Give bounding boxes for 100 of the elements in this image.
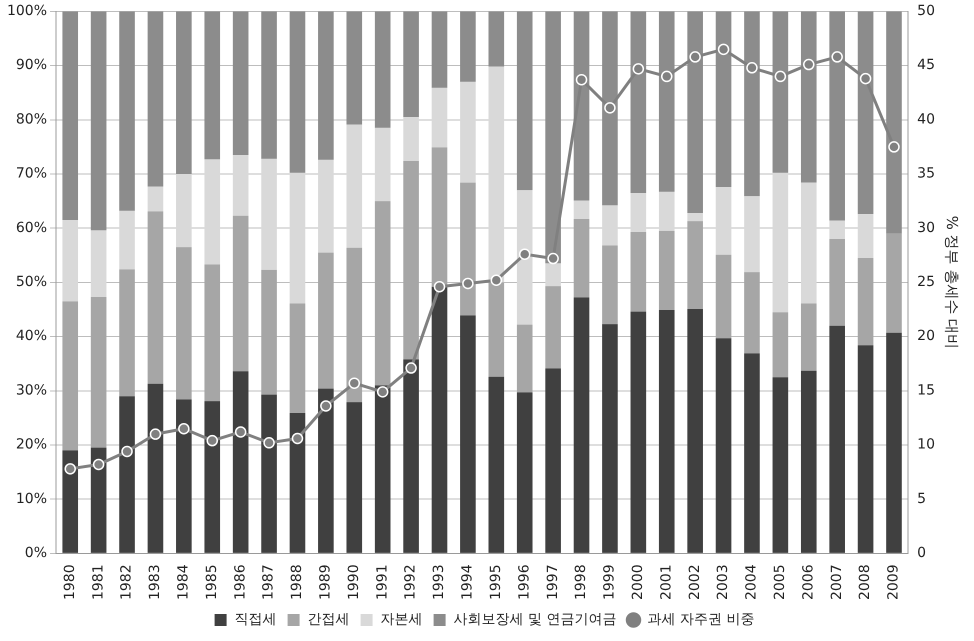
bar xyxy=(602,324,618,553)
bar xyxy=(630,312,646,553)
bar xyxy=(403,11,419,118)
bar xyxy=(62,301,78,450)
bar xyxy=(772,377,788,553)
bar xyxy=(204,159,220,264)
x-tick-label: 1996 xyxy=(516,564,532,600)
bar xyxy=(545,263,561,286)
bar xyxy=(62,220,78,302)
point xyxy=(263,437,275,449)
point xyxy=(121,446,133,458)
bar xyxy=(374,385,390,553)
legend-label: 직접세 xyxy=(234,612,277,628)
bar xyxy=(858,214,874,258)
x-tick-label: 1998 xyxy=(573,564,590,600)
bar xyxy=(318,388,334,553)
bar xyxy=(658,230,675,310)
bar xyxy=(602,205,618,246)
x-tick-label: 1986 xyxy=(232,564,248,600)
bar xyxy=(148,186,164,212)
bar xyxy=(90,297,106,448)
point xyxy=(405,362,417,374)
legend-label: 과세 자주권 비중 xyxy=(648,612,754,628)
bar xyxy=(374,201,390,386)
point xyxy=(434,280,446,292)
point xyxy=(92,458,104,470)
bar xyxy=(346,248,362,402)
legend-label: 자본세 xyxy=(380,612,423,628)
bar xyxy=(687,221,703,309)
bar xyxy=(772,312,788,378)
bar xyxy=(744,353,760,553)
bar xyxy=(204,11,220,160)
y2-tick-label: 40 xyxy=(917,111,936,128)
bar xyxy=(829,220,845,240)
point xyxy=(462,278,474,290)
x-tick-label: 2005 xyxy=(772,564,788,600)
bar xyxy=(62,450,78,553)
y-tick-label: 60% xyxy=(16,220,48,236)
y2-tick-label: 0 xyxy=(917,545,926,562)
point xyxy=(803,58,815,70)
bar xyxy=(90,11,106,230)
point xyxy=(718,44,730,56)
x-tick-label: 2008 xyxy=(857,564,874,600)
bar xyxy=(318,160,334,253)
x-tick-label: 1989 xyxy=(318,564,334,600)
bar xyxy=(232,216,248,372)
bar xyxy=(119,269,135,396)
bar xyxy=(829,239,845,326)
bar xyxy=(204,264,220,402)
y2-tick-label: 5 xyxy=(917,490,926,507)
legend-label: 사회보장세 및 연금기여금 xyxy=(454,612,617,628)
bar xyxy=(658,192,675,231)
y2-tick-label: 50 xyxy=(917,3,936,20)
y-tick-label: 0% xyxy=(24,545,48,562)
bar xyxy=(574,298,590,553)
point xyxy=(547,252,559,264)
point xyxy=(206,434,218,446)
y2-tick-label: 25 xyxy=(917,274,936,290)
bar xyxy=(460,315,476,553)
point xyxy=(774,70,786,82)
x-tick-label: 1993 xyxy=(431,564,448,600)
bar xyxy=(176,399,192,553)
bar xyxy=(290,11,306,173)
x-tick-label: 2004 xyxy=(744,564,760,600)
bar xyxy=(346,124,362,248)
bar xyxy=(488,376,504,553)
bar xyxy=(90,230,106,298)
x-tick-label: 1994 xyxy=(460,564,476,600)
bar xyxy=(204,401,220,553)
bar xyxy=(290,304,306,413)
bar xyxy=(488,282,504,377)
y-tick-label: 100% xyxy=(6,3,48,20)
bar xyxy=(858,258,874,346)
bar xyxy=(744,272,760,354)
y2-tick-label: 10 xyxy=(917,436,936,453)
bar xyxy=(516,392,533,553)
x-tick-label: 2006 xyxy=(800,564,816,600)
bar xyxy=(630,192,646,232)
bar xyxy=(148,11,164,186)
bar xyxy=(886,332,902,553)
x-tick-label: 2007 xyxy=(828,564,845,600)
bar xyxy=(119,210,135,270)
bar xyxy=(403,117,419,161)
bar xyxy=(800,182,817,304)
point xyxy=(490,274,502,286)
bar xyxy=(460,11,476,82)
x-tick-label: 1984 xyxy=(175,564,192,600)
x-tick-label: 1988 xyxy=(289,564,306,600)
x-tick-label: 1997 xyxy=(544,564,561,600)
bar xyxy=(290,413,306,553)
point xyxy=(689,51,701,63)
bar xyxy=(318,11,334,160)
bar xyxy=(488,66,504,282)
bar xyxy=(346,11,362,125)
bar xyxy=(800,370,817,553)
y-tick-label: 50% xyxy=(16,274,48,290)
point xyxy=(178,422,190,434)
y-tick-label: 40% xyxy=(16,328,48,344)
bar xyxy=(545,286,561,369)
bar xyxy=(432,286,448,553)
